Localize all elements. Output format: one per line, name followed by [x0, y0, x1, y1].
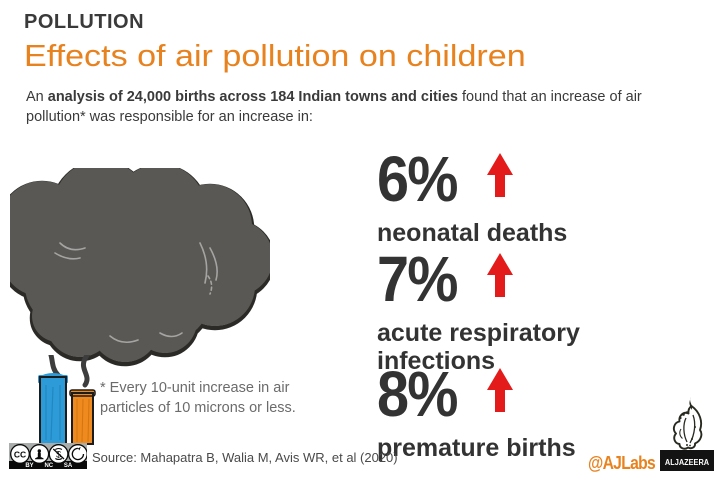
svg-text:BY: BY [25, 463, 33, 469]
svg-text:NC: NC [44, 463, 53, 469]
svg-text:SA: SA [64, 463, 73, 469]
svg-text:CC: CC [14, 450, 26, 460]
